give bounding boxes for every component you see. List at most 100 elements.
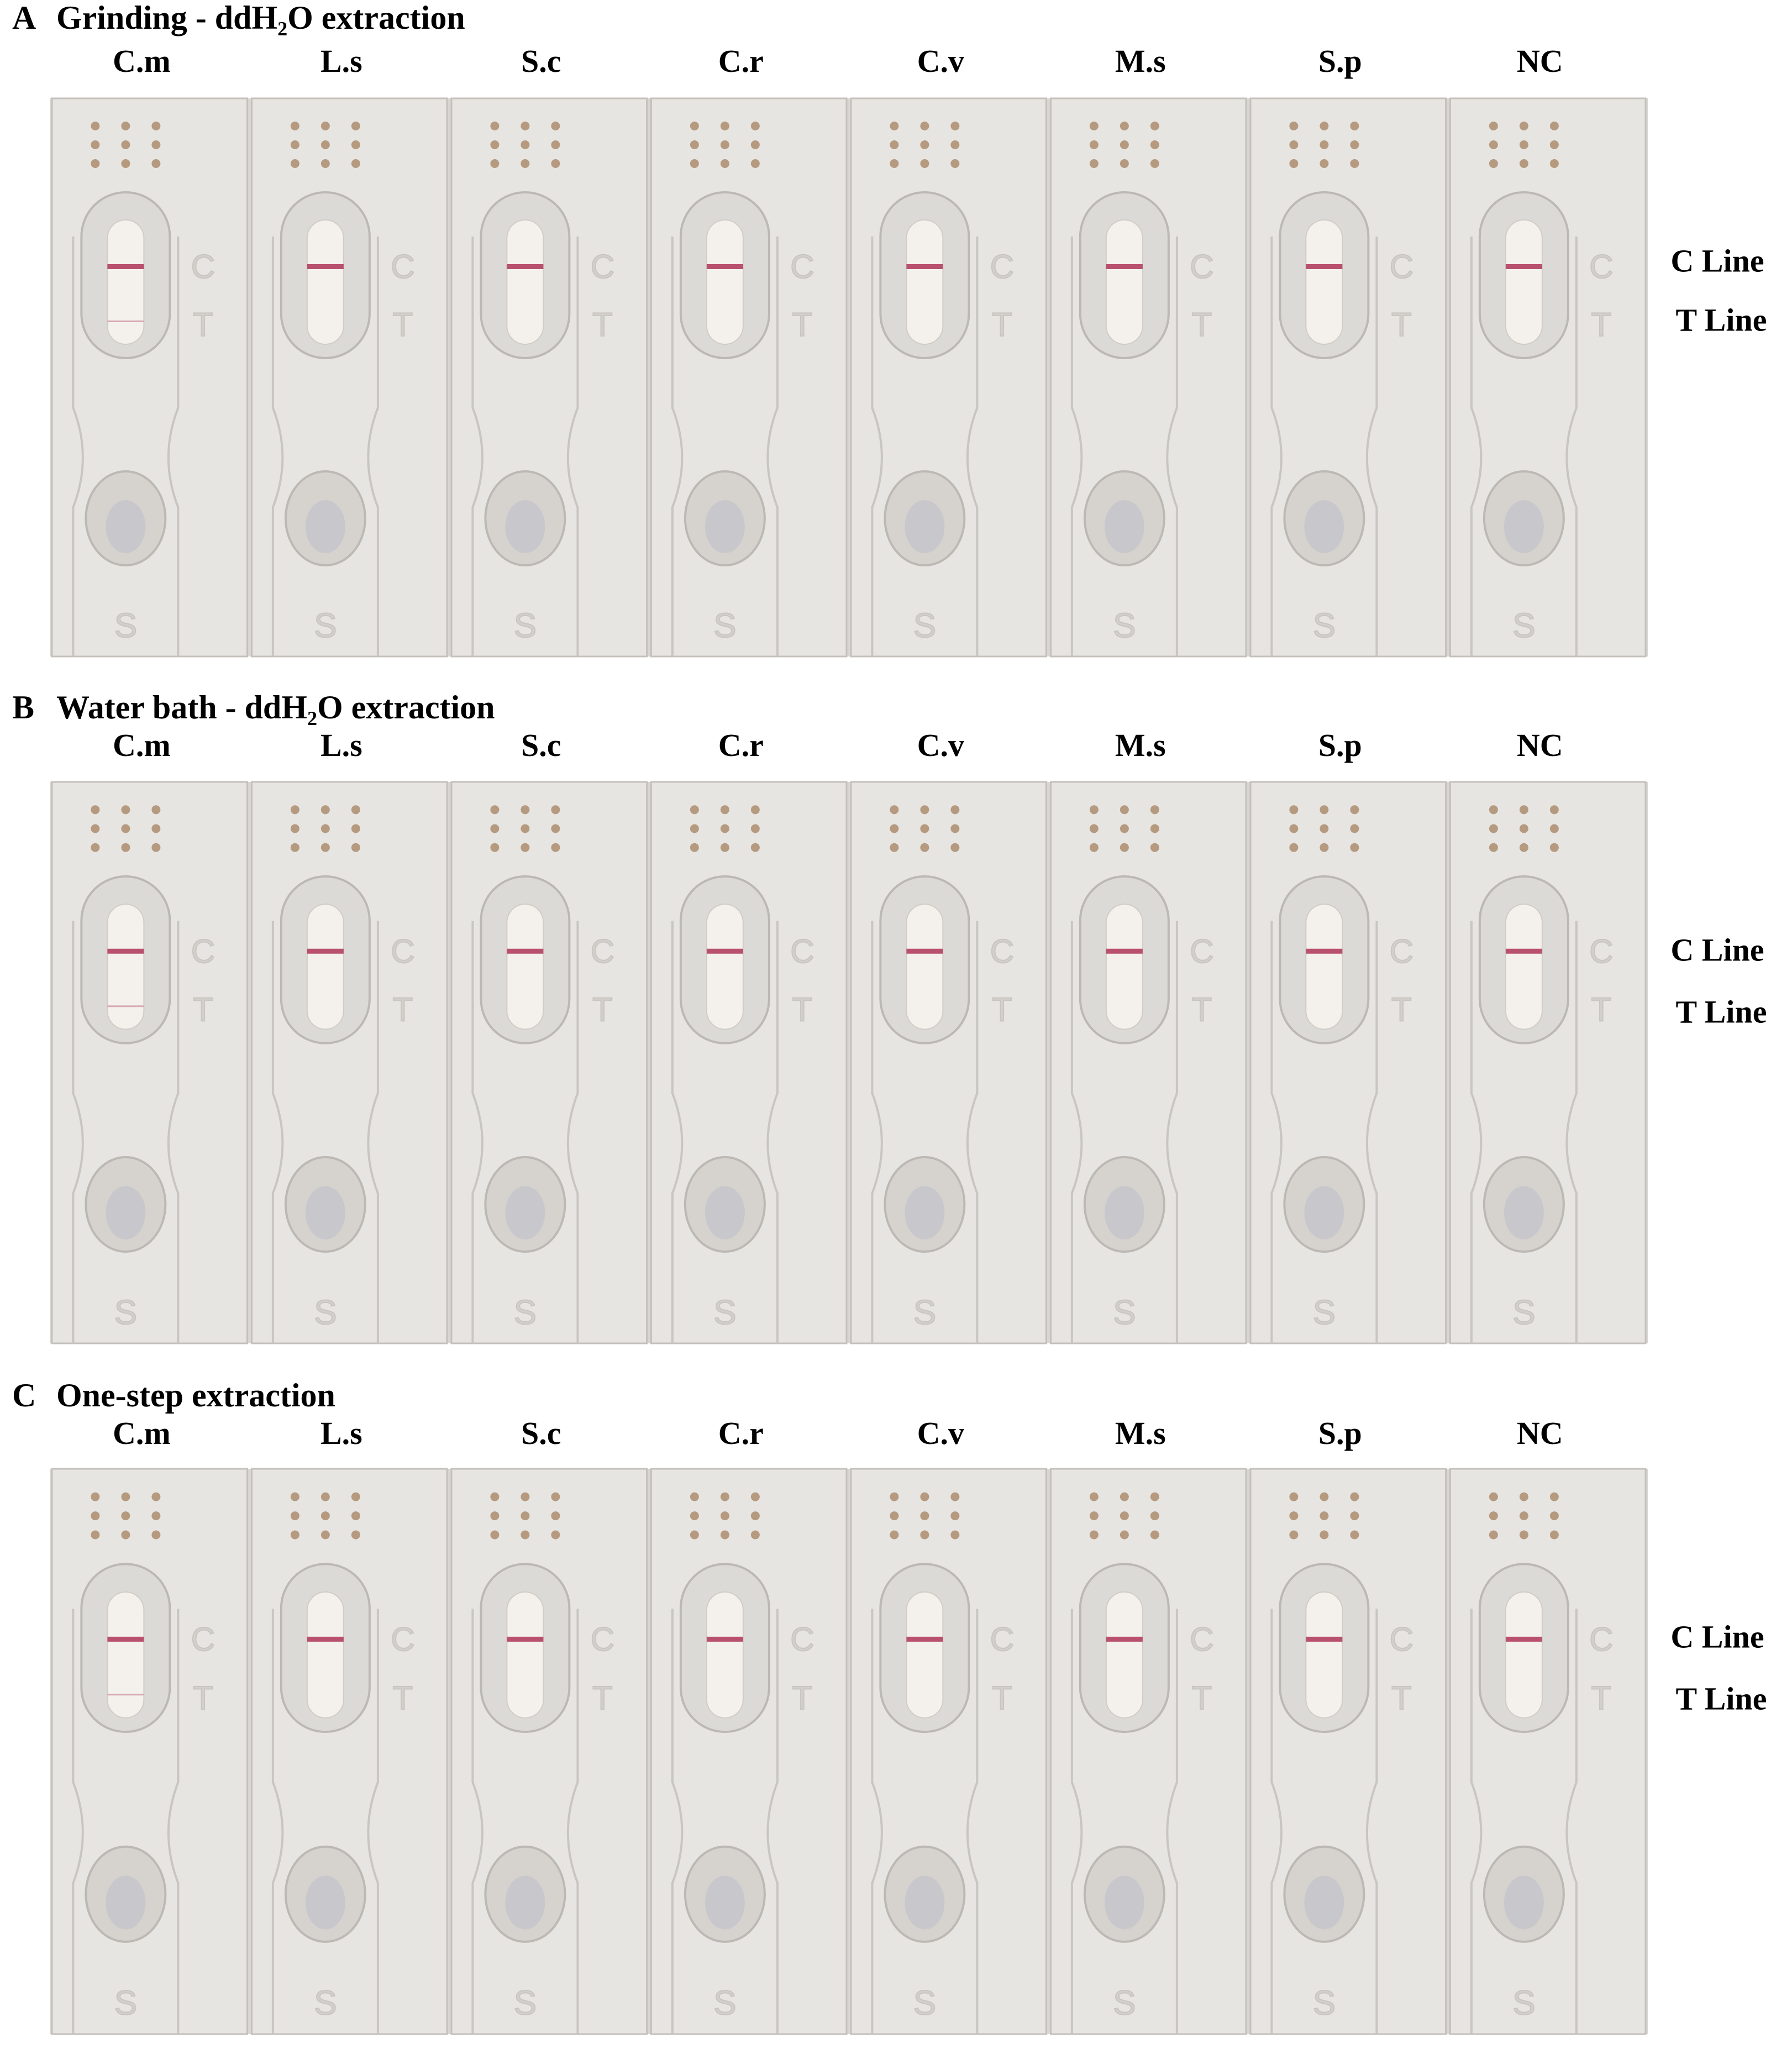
cassette-outline <box>1070 1609 1178 2034</box>
vent-dot <box>1519 843 1528 852</box>
cassette-s-mark: S <box>913 1294 936 1332</box>
c-line-label: C Line <box>1670 932 1764 968</box>
vent-dot <box>1489 122 1498 130</box>
vent-dot <box>1350 805 1359 815</box>
sample-pad <box>305 500 345 553</box>
cassette-outline <box>671 237 779 656</box>
cassette-s-mark: S <box>1313 1984 1336 2023</box>
vent-dot <box>121 843 130 852</box>
vent-dot <box>551 843 560 852</box>
cassette-t-mark: T <box>992 1680 1012 1717</box>
control-line <box>706 264 743 269</box>
cassette-c-mark: C <box>1589 248 1613 285</box>
cassette-t-mark: T <box>792 306 813 343</box>
cassette-outline <box>1070 921 1178 1343</box>
t-line-label: T Line <box>1676 994 1767 1029</box>
lane-label: C.r <box>718 43 764 79</box>
cassette-t-mark: T <box>393 306 413 343</box>
test-strip <box>706 903 744 1030</box>
cassette-s-mark: S <box>514 1984 537 2023</box>
sample-pad <box>305 1186 345 1239</box>
vent-dot <box>750 805 760 815</box>
lane-label: C.m <box>113 727 171 763</box>
panel-title: One-step extraction <box>56 1377 335 1414</box>
lane-label: C.v <box>917 727 964 763</box>
vent-dot <box>950 1511 960 1521</box>
vent-dot <box>920 159 929 168</box>
test-strip <box>906 1591 944 1719</box>
cassette-s-mark: S <box>713 607 736 645</box>
cassette-t-mark: T <box>1391 1680 1412 1717</box>
cassette-s-mark: S <box>1113 1294 1136 1332</box>
vent-dot <box>91 122 100 130</box>
vent-dot <box>521 824 530 833</box>
vent-dot <box>490 824 500 833</box>
test-cassette: CT S <box>51 1468 248 2035</box>
vent-dot <box>121 122 130 130</box>
vent-dot <box>1519 1511 1528 1521</box>
test-cassette: CT S <box>650 97 848 658</box>
sample-pad <box>106 1876 146 1930</box>
vent-dot <box>351 843 360 852</box>
vent-dot <box>890 159 899 168</box>
test-strip <box>506 903 544 1030</box>
cassette-s-mark: S <box>514 1294 537 1332</box>
vent-dot <box>521 1530 530 1540</box>
sample-pad <box>705 1186 745 1239</box>
vent-dot <box>690 1511 699 1521</box>
vent-dot <box>1120 843 1129 852</box>
vent-dot <box>91 1511 100 1521</box>
vent-dot <box>1289 1511 1299 1521</box>
cassette-c-mark: C <box>591 248 614 285</box>
t-line-label: T Line <box>1676 302 1767 338</box>
vent-dot <box>720 824 729 833</box>
vent-dot <box>320 1530 330 1540</box>
vent-dot <box>1150 843 1159 852</box>
cassette-c-mark: C <box>1589 933 1613 970</box>
vent-dot <box>151 122 161 130</box>
vent-dot <box>950 1530 960 1540</box>
vent-dot <box>720 1530 729 1540</box>
vent-dot <box>750 843 760 852</box>
cassette-c-mark: C <box>391 1621 414 1658</box>
vent-dot <box>690 1492 699 1501</box>
vent-dot <box>1320 805 1329 815</box>
vent-dot <box>1120 1511 1129 1521</box>
test-cassette: CT S <box>1449 781 1647 1344</box>
vent-dot <box>1549 805 1559 815</box>
vent-dot <box>920 805 929 815</box>
vent-dot <box>1289 824 1299 833</box>
vent-dot <box>1089 122 1099 130</box>
vent-dot <box>890 1492 899 1501</box>
vent-dot <box>121 1530 130 1540</box>
vent-dot <box>1150 805 1159 815</box>
cassette-s-mark: S <box>314 1984 337 2023</box>
cassette-t-mark: T <box>792 991 813 1028</box>
test-cassette: CT S <box>51 97 248 658</box>
vent-dot <box>1350 824 1359 833</box>
vent-dot <box>121 824 130 833</box>
test-strip <box>306 219 344 345</box>
sample-pad <box>1504 500 1544 553</box>
cassette-outline <box>1470 1609 1578 2034</box>
vent-dot <box>121 805 130 815</box>
vent-dot <box>1549 1530 1559 1540</box>
test-strip <box>1505 1591 1543 1719</box>
cassette-s-mark: S <box>1113 607 1136 645</box>
vent-dot <box>490 843 500 852</box>
vent-dot <box>351 824 360 833</box>
control-line <box>906 1636 943 1642</box>
vent-dot <box>1089 1511 1099 1521</box>
cassette-s-mark: S <box>913 1984 936 2023</box>
vent-dot <box>320 805 330 815</box>
test-cassette: CT S <box>1249 1468 1447 2035</box>
lane-label: C.r <box>718 1415 764 1451</box>
cassette-t-mark: T <box>1192 306 1212 343</box>
vent-dot <box>720 140 729 149</box>
vent-dot <box>1549 122 1559 130</box>
sample-pad <box>1304 1186 1344 1239</box>
test-strip <box>107 903 145 1030</box>
vent-dot <box>1289 805 1299 815</box>
vent-dot <box>521 1492 530 1501</box>
sample-pad <box>1504 1186 1544 1239</box>
